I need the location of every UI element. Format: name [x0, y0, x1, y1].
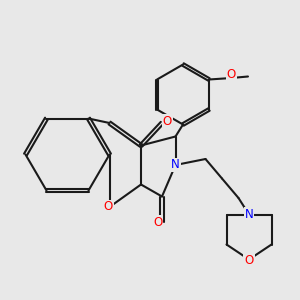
Text: O: O [244, 254, 253, 268]
Text: O: O [163, 115, 172, 128]
Text: O: O [227, 68, 236, 81]
Text: N: N [244, 208, 253, 221]
Text: N: N [171, 158, 180, 172]
Text: O: O [153, 215, 162, 229]
Text: O: O [103, 200, 112, 214]
